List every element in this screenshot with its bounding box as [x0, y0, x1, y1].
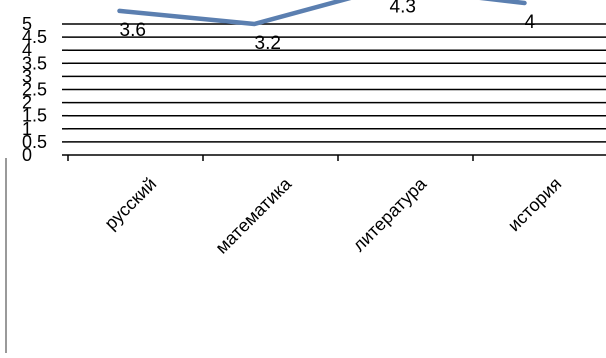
y-tick-label: 3.5: [22, 53, 47, 73]
y-tick-label: 0.5: [22, 132, 47, 152]
data-label: 4: [525, 12, 536, 33]
data-label: 4.3: [390, 0, 416, 17]
x-tick-label: русский: [101, 174, 161, 234]
data-label: 3.2: [255, 33, 281, 54]
y-tick-label: 4.5: [22, 27, 47, 47]
y-tick-label: 5: [22, 14, 32, 34]
y-tick-label: 2: [22, 93, 32, 113]
series-line: [117, 0, 527, 27]
y-tick-label: 3: [22, 66, 32, 86]
y-tick-label: 1: [22, 119, 32, 139]
y-tick-label: 2.5: [22, 80, 47, 100]
x-tick-label: математика: [211, 173, 296, 258]
y-tick-label: 1.5: [22, 106, 47, 126]
x-tick-label: история: [504, 174, 565, 235]
data-label: 3.6: [120, 20, 146, 41]
x-tick-label: литература: [349, 173, 431, 255]
y-tick-label: 0: [22, 145, 32, 165]
y-tick-label: 4: [22, 40, 32, 60]
